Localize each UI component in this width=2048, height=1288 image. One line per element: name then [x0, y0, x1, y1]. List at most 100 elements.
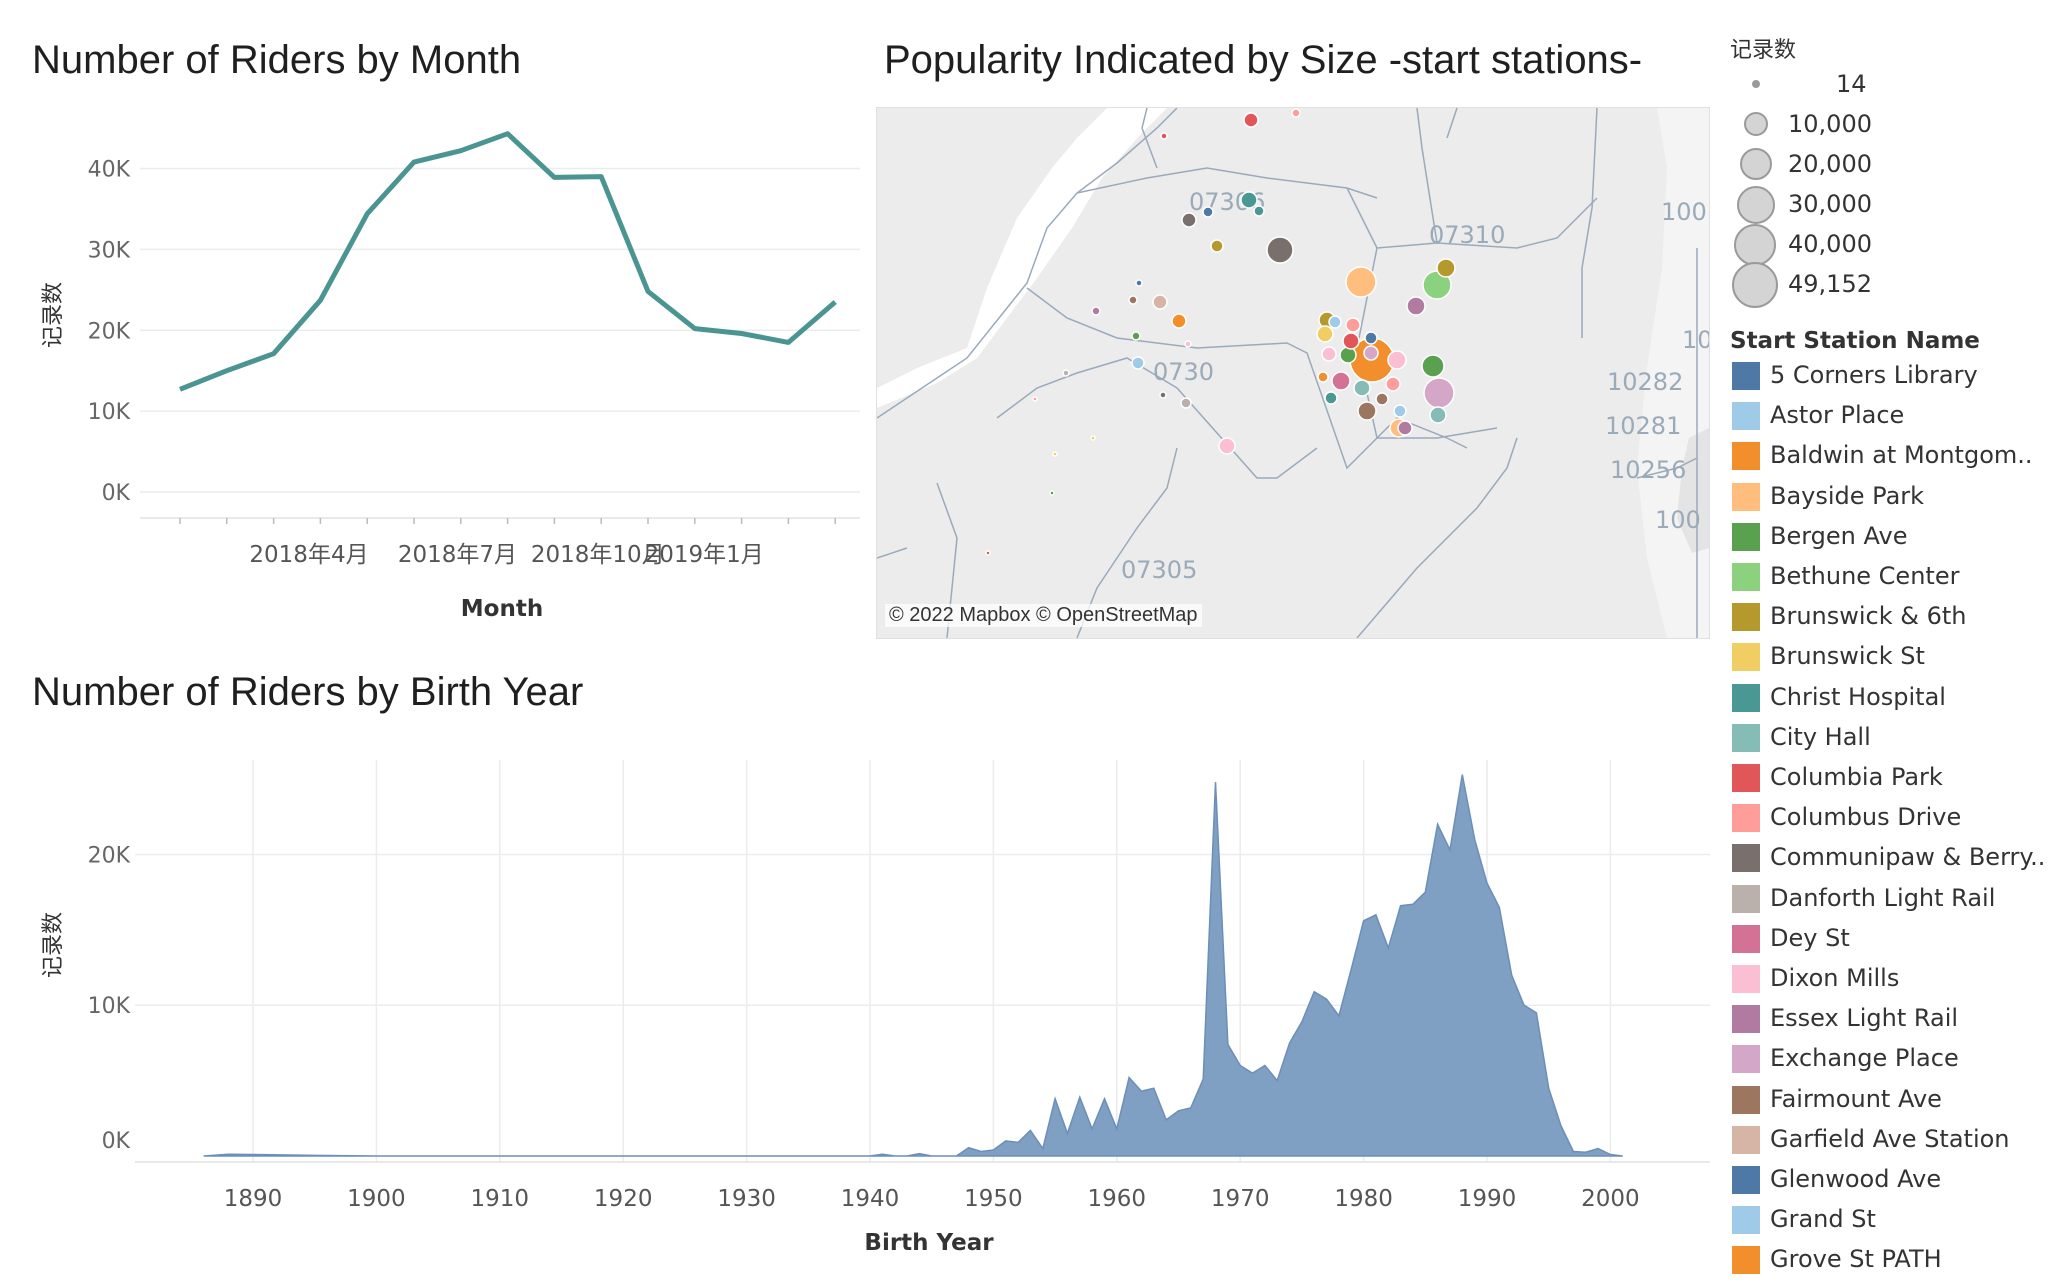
station-bubble[interactable]: [1342, 332, 1360, 350]
station-bubble[interactable]: [1128, 295, 1138, 305]
legend-label[interactable]: Christ Hospital: [1770, 682, 1946, 711]
legend-swatch[interactable]: [1732, 442, 1760, 471]
legend-swatch[interactable]: [1732, 362, 1760, 390]
legend-label[interactable]: Grand St: [1770, 1205, 1876, 1234]
legend-swatch[interactable]: [1732, 683, 1760, 712]
station-bubble[interactable]: [1202, 206, 1214, 218]
legend-label[interactable]: Brunswick & 6th: [1770, 602, 1967, 631]
station-bubble[interactable]: [1152, 294, 1168, 310]
legend-swatch[interactable]: [1732, 522, 1760, 551]
legend-label[interactable]: Bethune Center: [1770, 562, 1960, 590]
station-bubble[interactable]: [1210, 239, 1224, 253]
legend-label[interactable]: Dixon Mills: [1770, 964, 1900, 992]
station-bubble[interactable]: [1181, 212, 1197, 228]
legend-label[interactable]: Columbus Drive: [1770, 803, 1962, 832]
legend-label[interactable]: Grove St PATH: [1770, 1245, 1942, 1274]
legend-swatch[interactable]: [1732, 723, 1760, 752]
station-bubble[interactable]: [1062, 369, 1070, 377]
line-series[interactable]: [179, 131, 837, 392]
station-bubble[interactable]: [1387, 350, 1407, 370]
legend-swatch[interactable]: [1732, 804, 1760, 833]
legend-swatch[interactable]: [1732, 965, 1760, 993]
station-bubbles[interactable]: [985, 108, 1456, 556]
station-bubble[interactable]: [1131, 356, 1145, 370]
legend-label[interactable]: Dey St: [1770, 923, 1850, 952]
legend-swatch[interactable]: [1732, 603, 1760, 632]
station-bubble[interactable]: [1052, 451, 1058, 457]
legend-swatch[interactable]: [1732, 924, 1760, 953]
station-bubble[interactable]: [1135, 279, 1143, 287]
legend-swatch[interactable]: [1732, 643, 1760, 672]
legend-swatch[interactable]: [1732, 764, 1760, 792]
station-bubble[interactable]: [1171, 313, 1187, 329]
station-bubble[interactable]: [1160, 132, 1168, 140]
legend-label[interactable]: Fairmount Ave: [1770, 1084, 1942, 1113]
station-bubble[interactable]: [1436, 258, 1456, 278]
legend-label[interactable]: 5 Corners Library: [1770, 361, 1978, 389]
legend-label[interactable]: Exchange Place: [1770, 1044, 1959, 1073]
legend-label[interactable]: Danforth Light Rail: [1770, 883, 1996, 912]
station-bubble[interactable]: [1321, 346, 1337, 362]
station-bubble[interactable]: [1291, 108, 1301, 118]
station-bubble[interactable]: [1243, 112, 1259, 128]
line-chart[interactable]: 40K 30K 20K 10K 0K 2018年4月 2018年7月 2018年10月201…: [0, 100, 870, 640]
station-bubble[interactable]: [1240, 191, 1258, 209]
station-bubble[interactable]: [1131, 331, 1141, 341]
legend-swatch[interactable]: [1732, 844, 1760, 873]
station-bubble[interactable]: [1331, 371, 1351, 391]
legend-label[interactable]: Communipaw & Berry..: [1770, 843, 2046, 872]
station-bubble[interactable]: [1253, 205, 1265, 217]
legend-swatch[interactable]: [1732, 1206, 1760, 1235]
legend-label[interactable]: Baldwin at Montgom..: [1770, 441, 2033, 470]
station-bubble[interactable]: [1184, 340, 1192, 348]
area-series[interactable]: [203, 774, 1623, 1157]
legend-label[interactable]: Essex Light Rail: [1770, 1004, 1959, 1033]
legend-swatch[interactable]: [1732, 1246, 1760, 1275]
legend-label[interactable]: Columbia Park: [1770, 763, 1943, 791]
station-bubble[interactable]: [1317, 371, 1329, 383]
station-bubble[interactable]: [1397, 420, 1413, 436]
station-bubble[interactable]: [1345, 266, 1377, 298]
map-attribution[interactable]: © 2022 Mapbox © OpenStreetMap: [885, 604, 1202, 627]
station-bubble[interactable]: [1421, 354, 1445, 378]
legend-swatch[interactable]: [1732, 1005, 1760, 1034]
station-bubble[interactable]: [1339, 346, 1357, 364]
station-bubble[interactable]: [1316, 325, 1334, 343]
legend-label[interactable]: Garfield Ave Station: [1770, 1124, 2010, 1153]
legend-label[interactable]: Bergen Ave: [1770, 521, 1908, 550]
legend-label[interactable]: Glenwood Ave: [1770, 1165, 1942, 1193]
legend-label[interactable]: Astor Place: [1770, 401, 1905, 430]
station-bubble[interactable]: [1423, 377, 1455, 409]
station-bubble[interactable]: [1091, 306, 1101, 316]
station-bubble[interactable]: [1345, 317, 1361, 333]
legend-swatch[interactable]: [1732, 402, 1760, 431]
station-bubble[interactable]: [1429, 406, 1447, 424]
legend-swatch[interactable]: [1732, 482, 1760, 511]
station-bubble[interactable]: [1406, 296, 1426, 316]
station-bubble[interactable]: [1218, 437, 1236, 455]
legend-label[interactable]: Bayside Park: [1770, 481, 1925, 510]
legend-swatch[interactable]: [1732, 884, 1760, 913]
station-bubble[interactable]: [1032, 396, 1038, 402]
legend-swatch[interactable]: [1732, 1045, 1760, 1074]
station-bubble[interactable]: [985, 550, 991, 556]
legend-swatch[interactable]: [1732, 1125, 1760, 1154]
station-bubble[interactable]: [1266, 236, 1294, 264]
station-bubble[interactable]: [1180, 397, 1192, 409]
station-bubble[interactable]: [1375, 392, 1389, 406]
legend-swatch[interactable]: [1732, 563, 1760, 591]
station-bubble[interactable]: [1393, 404, 1407, 418]
station-bubble[interactable]: [1159, 391, 1167, 399]
legend-swatch[interactable]: [1732, 1085, 1760, 1114]
area-chart[interactable]: 20K 10K 0K 1890 1900 1910 1920 1930 1940 1950 196…: [0, 730, 1720, 1270]
station-bubble[interactable]: [1364, 331, 1378, 345]
station-map[interactable]: 07306 07310 0730 07305 10282 10281 10256…: [876, 107, 1710, 639]
station-bubble[interactable]: [1385, 376, 1401, 392]
legend-swatch[interactable]: [1732, 1166, 1760, 1194]
station-bubble[interactable]: [1363, 345, 1379, 361]
legend-label[interactable]: City Hall: [1770, 722, 1871, 751]
station-bubble[interactable]: [1357, 401, 1377, 421]
station-bubble[interactable]: [1353, 379, 1371, 397]
legend-label[interactable]: Brunswick St: [1770, 642, 1925, 671]
station-bubble[interactable]: [1049, 490, 1055, 496]
